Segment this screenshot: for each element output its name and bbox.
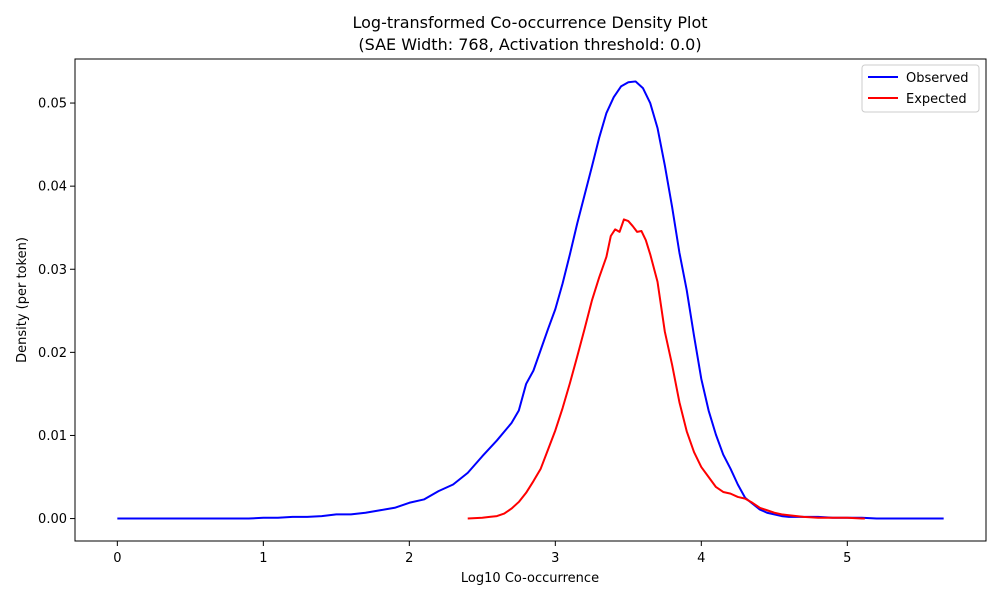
series-line-expected — [467, 218, 865, 520]
legend-label-observed: Observed — [906, 71, 969, 86]
series-lines — [117, 80, 944, 520]
y-tick-label: 0.04 — [38, 180, 67, 195]
x-tick-label: 3 — [551, 551, 559, 566]
y-tick-label: 0.01 — [38, 429, 67, 444]
y-tick-label: 0.00 — [38, 512, 67, 527]
x-tick-label: 0 — [113, 551, 121, 566]
y-axis-ticks: 0.00 0.01 0.02 0.03 0.04 0.05 — [38, 97, 75, 527]
legend-label-expected: Expected — [906, 92, 967, 107]
y-tick-label: 0.03 — [38, 263, 67, 278]
x-tick-label: 2 — [405, 551, 413, 566]
chart-title-line-1: Log-transformed Co-occurrence Density Pl… — [352, 13, 707, 32]
x-axis-label: Log10 Co-occurrence — [461, 571, 599, 586]
legend: Observed Expected — [861, 64, 980, 113]
x-axis-ticks: 0 1 2 3 4 5 — [113, 541, 851, 566]
y-tick-label: 0.02 — [38, 346, 67, 361]
chart-title-line-2: (SAE Width: 768, Activation threshold: 0… — [358, 35, 701, 54]
series-line-observed — [117, 80, 944, 520]
x-tick-label: 4 — [697, 551, 705, 566]
y-axis-label: Density (per token) — [15, 237, 30, 363]
y-tick-label: 0.05 — [38, 97, 67, 112]
x-tick-label: 1 — [259, 551, 267, 566]
x-tick-label: 5 — [843, 551, 851, 566]
plot-frame — [74, 58, 987, 542]
